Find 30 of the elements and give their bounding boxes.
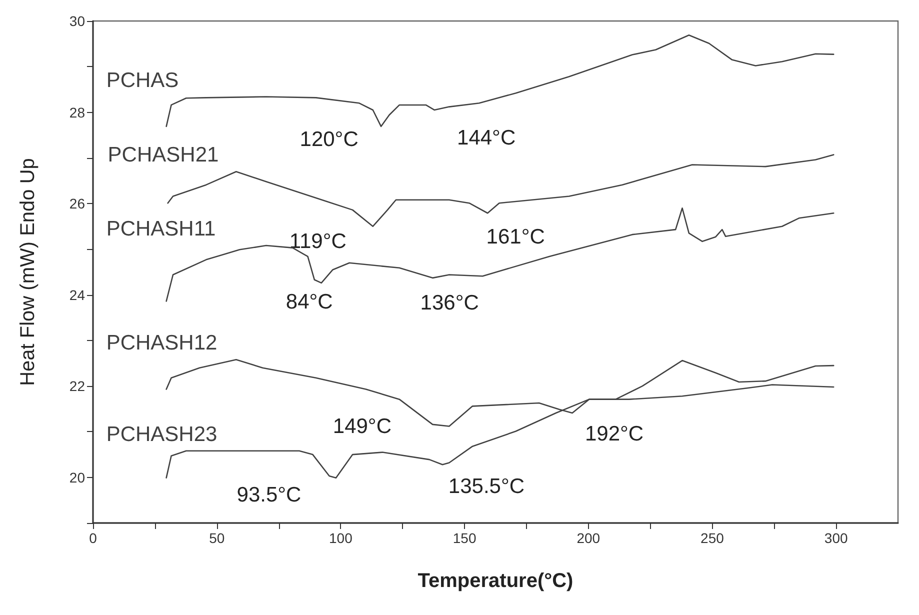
annotation: 192°C xyxy=(584,422,644,446)
annotation: 84°C xyxy=(286,290,333,314)
y-tick-label: 30 xyxy=(69,13,86,29)
y-tick-label: 26 xyxy=(69,196,86,212)
x-tick-label: 300 xyxy=(824,530,848,546)
y-axis-title: Heat Flow (mW) Endo Up xyxy=(17,158,39,386)
x-tick-label: 250 xyxy=(700,530,724,546)
series-label: PCHASH23 xyxy=(106,422,218,446)
x-tick-label: 50 xyxy=(209,530,225,546)
annotation: 161°C xyxy=(486,226,545,249)
y-tick-label: 20 xyxy=(69,469,86,486)
annotation: 135.5°C xyxy=(448,475,525,498)
annotation: 144°C xyxy=(457,126,516,150)
x-tick-label: 150 xyxy=(452,530,476,546)
series-label: PCHAS xyxy=(106,68,179,92)
x-axis-title: Temperature(°C) xyxy=(418,570,574,592)
series-label: PCHASH12 xyxy=(106,332,218,355)
x-tick-label: 100 xyxy=(329,530,353,546)
y-tick-label: 24 xyxy=(69,286,86,303)
y-tick-label: 28 xyxy=(69,104,86,120)
annotation: 120°C xyxy=(300,128,358,151)
series-label: PCHASH21 xyxy=(108,144,219,167)
annotation: 149°C xyxy=(332,414,392,438)
annotation: 136°C xyxy=(420,291,479,314)
annotation: 119°C xyxy=(289,230,346,253)
y-tick-label: 22 xyxy=(69,378,86,394)
x-tick-label: 200 xyxy=(576,530,600,546)
x-tick-label: 0 xyxy=(89,530,98,546)
annotation: 93.5°C xyxy=(236,483,302,506)
series-label: PCHASH11 xyxy=(106,218,216,241)
